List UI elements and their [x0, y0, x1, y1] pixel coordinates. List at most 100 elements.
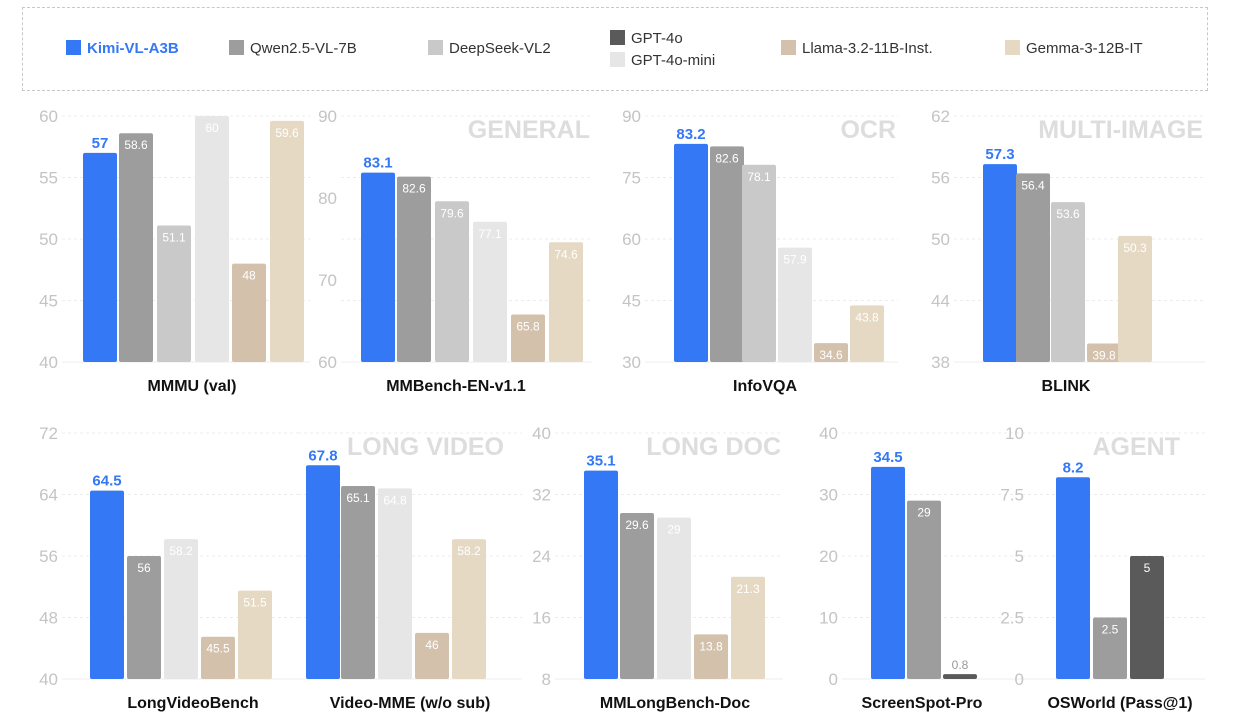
- mmmu-val-title: MMMU (val): [148, 378, 237, 395]
- mmlongbench-doc-label-gpt4omini: 29: [667, 523, 681, 537]
- mmmu-val-label-deepseek: 51.1: [162, 230, 186, 244]
- screenspot-pro-bar-kimi: [871, 466, 905, 679]
- legend-item-gemma: Gemma-3-12B-IT: [1005, 40, 1143, 58]
- infovqa-ytick: 30: [622, 353, 641, 372]
- blink-ytick: 44: [931, 292, 950, 311]
- blink-label-qwen: 56.4: [1021, 178, 1045, 192]
- blink-bar-deepseek: [1051, 202, 1085, 362]
- section-label-multi_image: MULTI-IMAGE: [1038, 116, 1203, 144]
- blink-ytick: 56: [931, 169, 950, 188]
- mmlongbench-doc-bar-gemma: [731, 576, 765, 679]
- video-mme-w-o-sub-bar-kimi: [306, 465, 340, 679]
- screenspot-pro-bar-qwen: [907, 500, 941, 679]
- section-label-agent: AGENT: [1093, 433, 1181, 461]
- mmlongbench-doc-label-llama: 13.8: [699, 639, 723, 653]
- mmmu-val-ytick: 40: [39, 353, 58, 372]
- longvideobench-ytick: 72: [39, 424, 58, 443]
- mmmu-val-bar-gpt4omini: [195, 116, 229, 362]
- mmlongbench-doc-ytick: 16: [532, 609, 551, 628]
- osworld-pass-1-label-kimi: 8.2: [1063, 459, 1084, 476]
- mmbench-en-v1-1-label-qwen: 82.6: [402, 182, 426, 196]
- section-label-long_doc: LONG DOC: [646, 433, 781, 461]
- longvideobench-label-gpt4omini: 58.2: [169, 544, 193, 558]
- video-mme-w-o-sub-label-gemma: 58.2: [457, 544, 481, 558]
- legend-item-llama: Llama-3.2-11B-Inst.: [781, 40, 933, 58]
- legend-swatch-qwen: [229, 40, 244, 55]
- mmlongbench-doc-bar-kimi: [584, 470, 618, 679]
- mmlongbench-doc-bar-gpt4omini: [657, 517, 691, 679]
- mmbench-en-v1-1-ytick: 70: [318, 271, 337, 290]
- mmmu-val-label-llama: 48: [242, 269, 256, 283]
- mmmu-val-bar-gemma: [270, 120, 304, 362]
- legend: Kimi-VL-A3B Qwen2.5-VL-7B DeepSeek-VL2 G…: [22, 7, 1208, 91]
- mmbench-en-v1-1-bar-gpt4omini: [473, 221, 507, 362]
- legend-swatch-deepseek: [428, 40, 443, 55]
- screenspot-pro-bar-gpt4o: [943, 674, 977, 679]
- section-label-general: GENERAL: [468, 116, 590, 144]
- legend-label-gpt4o: GPT-4o: [631, 30, 683, 47]
- mmbench-en-v1-1-label-gpt4omini: 77.1: [478, 227, 502, 241]
- mmmu-val-ytick: 55: [39, 169, 58, 188]
- mmlongbench-doc-ytick: 24: [532, 547, 551, 566]
- blink-label-kimi: 57.3: [985, 146, 1014, 163]
- video-mme-w-o-sub-label-llama: 46: [425, 638, 439, 652]
- infovqa-label-deepseek: 78.1: [747, 170, 771, 184]
- mmbench-en-v1-1-bar-qwen: [397, 176, 431, 362]
- screenspot-pro-label-kimi: 34.5: [873, 449, 902, 466]
- longvideobench-label-gemma: 51.5: [243, 596, 267, 610]
- screenspot-pro-label-gpt4o: 0.8: [952, 658, 969, 672]
- video-mme-w-o-sub-bar-gemma: [452, 539, 486, 679]
- osworld-pass-1-label-qwen: 2.5: [1102, 623, 1119, 637]
- legend-swatch-gpt4omini: [610, 52, 625, 67]
- longvideobench-ytick: 40: [39, 670, 58, 689]
- screenspot-pro-ytick: 10: [819, 609, 838, 628]
- infovqa-label-kimi: 83.2: [676, 126, 705, 143]
- mmbench-en-v1-1-label-kimi: 83.1: [363, 155, 392, 172]
- mmmu-val-bar-kimi: [83, 152, 117, 362]
- blink-ytick: 38: [931, 353, 950, 372]
- mmmu-val-ytick: 50: [39, 230, 58, 249]
- legend-swatch-gemma: [1005, 40, 1020, 55]
- mmmu-val-bar-llama: [232, 263, 266, 362]
- legend-label-gemma: Gemma-3-12B-IT: [1026, 40, 1143, 57]
- mmmu-val-label-kimi: 57: [92, 135, 109, 152]
- osworld-pass-1-title: OSWorld (Pass@1): [1047, 695, 1192, 712]
- legend-item-deepseek: DeepSeek-VL2: [428, 40, 551, 58]
- mmbench-en-v1-1-title: MMBench-EN-v1.1: [386, 378, 526, 395]
- mmlongbench-doc-ytick: 40: [532, 424, 551, 443]
- mmlongbench-doc-ytick: 32: [532, 486, 551, 505]
- mmbench-en-v1-1-label-gemma: 74.6: [554, 247, 578, 261]
- mmlongbench-doc-label-qwen: 29.6: [625, 518, 649, 532]
- legend-swatch-kimi: [66, 40, 81, 55]
- longvideobench-title: LongVideoBench: [127, 695, 258, 712]
- osworld-pass-1-ytick: 5: [1015, 547, 1024, 566]
- video-mme-w-o-sub-label-qwen: 65.1: [346, 491, 370, 505]
- mmbench-en-v1-1-label-deepseek: 79.6: [440, 206, 464, 220]
- longvideobench-bar-qwen: [127, 556, 161, 679]
- infovqa-label-gpt4omini: 57.9: [783, 253, 807, 267]
- infovqa-bar-qwen: [710, 146, 744, 362]
- screenspot-pro-label-qwen: 29: [917, 506, 931, 520]
- legend-item-gpt4omini: GPT-4o-mini: [610, 52, 715, 70]
- legend-swatch-llama: [781, 40, 796, 55]
- infovqa-ytick: 60: [622, 230, 641, 249]
- mmbench-en-v1-1-bar-deepseek: [435, 201, 469, 362]
- longvideobench-ytick: 64: [39, 486, 58, 505]
- legend-label-gpt4omini: GPT-4o-mini: [631, 52, 716, 69]
- blink-title: BLINK: [1042, 378, 1091, 395]
- longvideobench-bar-gpt4omini: [164, 539, 198, 679]
- legend-label-llama: Llama-3.2-11B-Inst.: [802, 40, 933, 57]
- infovqa-bar-kimi: [674, 143, 708, 362]
- mmmu-val-label-qwen: 58.6: [124, 138, 148, 152]
- longvideobench-bar-gemma: [238, 590, 272, 679]
- mmlongbench-doc-bar-qwen: [620, 512, 654, 679]
- video-mme-w-o-sub-bar-gpt4omini: [378, 488, 412, 679]
- blink-label-llama: 39.8: [1092, 349, 1116, 363]
- infovqa-label-qwen: 82.6: [715, 151, 739, 165]
- legend-label-qwen: Qwen2.5-VL-7B: [250, 40, 357, 57]
- screenspot-pro-ytick: 30: [819, 486, 838, 505]
- infovqa-ytick: 90: [622, 107, 641, 126]
- mmlongbench-doc-ytick: 8: [542, 670, 551, 689]
- longvideobench-bar-kimi: [90, 490, 124, 679]
- mmmu-val-ytick: 45: [39, 292, 58, 311]
